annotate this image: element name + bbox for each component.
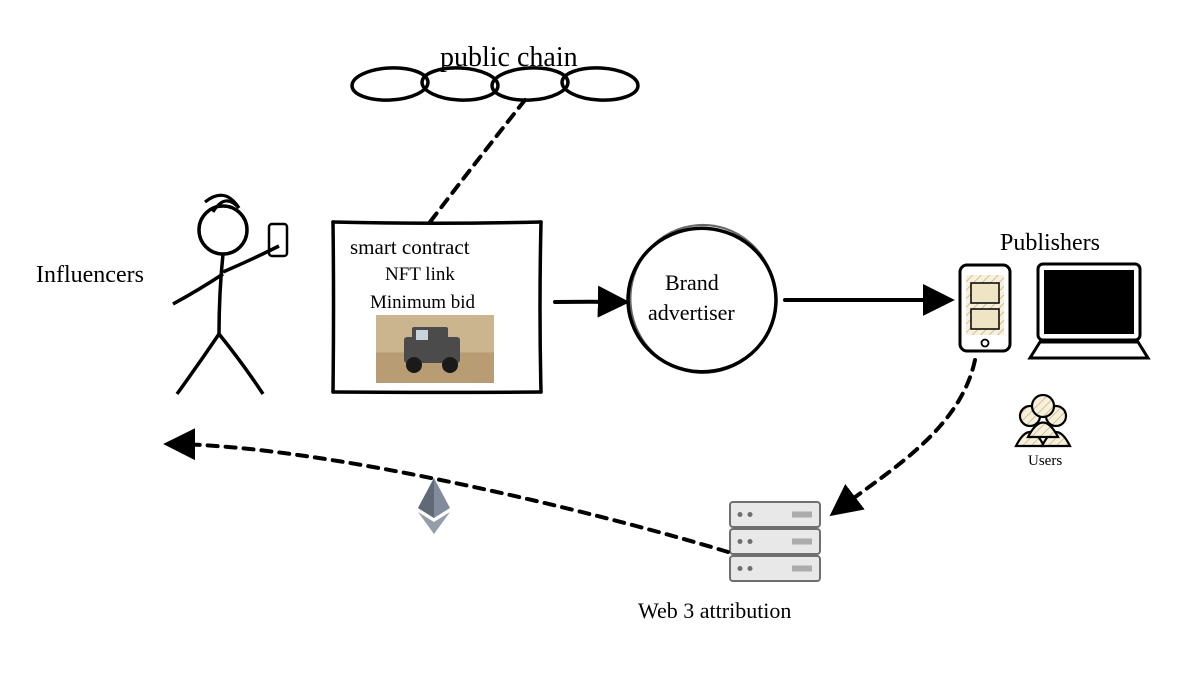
minimum_bid-label: Minimum bid xyxy=(370,292,475,314)
chain-to-contract xyxy=(430,100,525,222)
users-icon xyxy=(1016,395,1070,446)
nft_link-label: NFT link xyxy=(385,264,455,286)
server-to-influencer xyxy=(170,444,728,552)
publishers-label: Publishers xyxy=(1000,230,1100,257)
brand_advertiser_1-label: Brand xyxy=(665,270,719,296)
influencer-figure xyxy=(173,195,287,394)
ethereum-icon xyxy=(418,478,450,534)
chain-link xyxy=(351,66,429,102)
public_chain-label: public chain xyxy=(440,42,578,74)
smart_contract-label: smart contract xyxy=(350,235,470,260)
contract-image xyxy=(376,315,494,383)
phone-icon xyxy=(960,265,1010,351)
diagram-canvas xyxy=(0,0,1179,694)
influencers-label: Influencers xyxy=(36,262,144,289)
users-label: Users xyxy=(1028,453,1062,470)
publishers-to-server xyxy=(835,360,975,512)
web3_attribution-label: Web 3 attribution xyxy=(638,598,791,624)
brand_advertiser_2-label: advertiser xyxy=(648,300,735,326)
servers-icon xyxy=(730,502,820,581)
laptop-icon xyxy=(1030,264,1148,358)
